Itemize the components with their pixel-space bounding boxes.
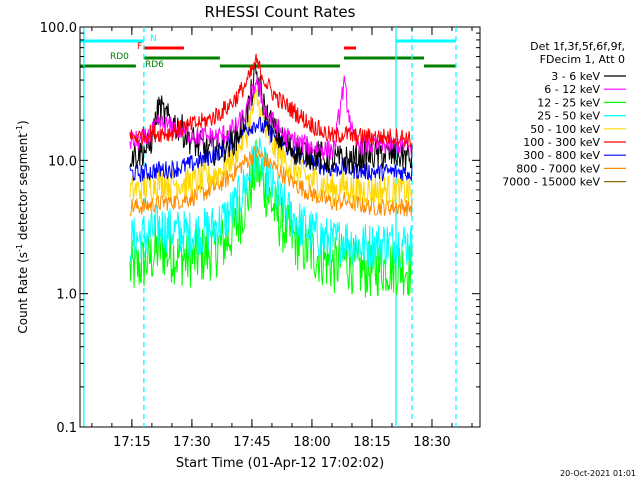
legend-entry-label: 800 - 7000 keV [516, 162, 600, 175]
x-tick-label: 18:30 [413, 435, 450, 450]
legend: Det 1f,3f,5f,6f,9f,FDecim 1, Att 0 3 - 6 … [502, 40, 626, 189]
legend-entry-label: 100 - 300 keV [523, 136, 600, 149]
flag-bar-label: RD6 [145, 60, 164, 70]
chart-title: RHESSI Count Rates [205, 3, 356, 21]
flag-bar-label: RD0 [110, 52, 129, 62]
legend-entry-label: 6 - 12 keV [544, 83, 600, 96]
legend-entry-label: 3 - 6 keV [551, 70, 600, 83]
y-axis-label-part3: ) [16, 120, 30, 125]
state-flag-bars: NF RD0 RD6 [80, 34, 456, 70]
x-tick-label: 18:15 [353, 435, 390, 450]
x-tick-label: 17:15 [113, 435, 150, 450]
x-tick-label: 17:30 [173, 435, 210, 450]
axes: 17:15 17:30 17:45 18:00 18:15 18:30 0.1 1.0 10.0… [40, 21, 480, 450]
y-axis-label-exponent2: -1 [15, 125, 24, 133]
plot-frame [79, 26, 481, 428]
x-axis-label: Start Time (01-Apr-12 17:02:02) [176, 456, 384, 471]
y-axis-label-part1: Count Rate (s [16, 252, 30, 334]
legend-entry-label: 300 - 800 keV [523, 149, 600, 162]
y-axis-label: Count Rate (s-1 detector segment-1) [15, 120, 30, 333]
legend-entry-label: 7000 - 15000 keV [502, 176, 600, 189]
legend-entry-label: 12 - 25 keV [537, 96, 600, 109]
y-tick-label: 1.0 [56, 288, 77, 303]
flag-bar-label: N [150, 34, 157, 44]
x-tick-label: 18:00 [293, 435, 330, 450]
y-axis-label-exponent1: -1 [15, 244, 24, 252]
legend-entry-label: 50 - 100 keV [530, 123, 600, 136]
legend-header-line: FDecim 1, Att 0 [540, 53, 625, 66]
series-line-2 [129, 139, 413, 298]
legend-entry-label: 25 - 50 keV [537, 110, 600, 123]
x-tick-label: 17:45 [233, 435, 270, 450]
series-line-6 [129, 116, 413, 183]
y-tick-label: 100.0 [40, 21, 77, 36]
y-tick-label: 10.0 [48, 154, 77, 169]
y-tick-label: 0.1 [56, 421, 77, 436]
series-line-1 [129, 75, 413, 160]
flag-bar-label: F [137, 42, 142, 52]
series-line-5 [129, 53, 413, 148]
series-line-3 [129, 137, 413, 269]
y-axis-label-part2: detector segment [16, 133, 30, 244]
legend-header-line: Det 1f,3f,5f,6f,9f, [530, 40, 625, 53]
footer-timestamp: 20-Oct-2021 01:01 [560, 469, 636, 478]
series-lines [129, 53, 413, 298]
